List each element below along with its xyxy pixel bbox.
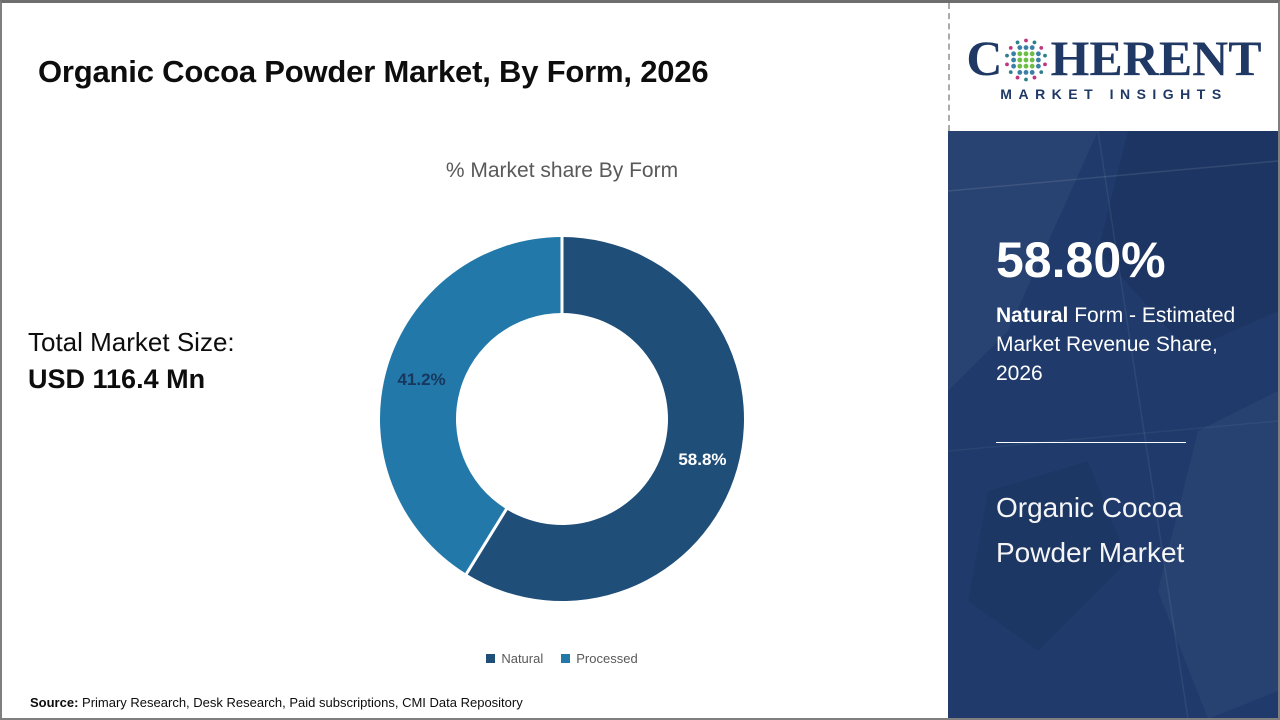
stat-description: Natural Form - Estimated Market Revenue … xyxy=(996,301,1248,388)
source-label: Source: xyxy=(30,695,79,710)
market-name: Organic Cocoa Powder Market xyxy=(996,485,1248,575)
sidebar-content: 58.80% Natural Form - Estimated Market R… xyxy=(948,131,1278,575)
market-name-line1: Organic Cocoa xyxy=(996,492,1183,523)
donut-label-processed: 41.2% xyxy=(397,370,445,389)
source-text: Primary Research, Desk Research, Paid su… xyxy=(78,695,523,710)
legend-swatch xyxy=(486,654,496,663)
legend-item-processed: Processed xyxy=(561,651,638,666)
stat-value: 58.80% xyxy=(996,232,1166,288)
globe-icon xyxy=(1005,38,1048,81)
stat-description-rest: Form - Estimated Market Revenue Share, 2… xyxy=(996,304,1236,385)
donut-label-natural: 58.8% xyxy=(678,450,726,469)
brand-word-rest: HERENT xyxy=(1050,29,1262,86)
sidebar-divider xyxy=(996,442,1186,443)
market-name-line2: Powder Market xyxy=(996,537,1185,568)
legend-item-natural: Natural xyxy=(486,651,543,666)
total-market-size-value: USD 116.4 Mn xyxy=(28,364,206,394)
page-title: Organic Cocoa Powder Market, By Form, 20… xyxy=(38,53,709,89)
brand-logo: C HERENT MARKET INSIGHTS xyxy=(948,3,1278,131)
total-market-size: Total Market Size: USD 116.4 Mn xyxy=(28,327,235,395)
total-market-size-label: Total Market Size: xyxy=(28,327,235,357)
brand-letter-c: C xyxy=(966,29,1003,86)
legend-swatch xyxy=(561,654,571,663)
chart-legend: Natural Processed xyxy=(322,651,802,666)
chart-title: % Market share By Form xyxy=(445,159,679,182)
brand-subtitle: MARKET INSIGHTS xyxy=(1000,85,1228,102)
brand-wordmark: C HERENT xyxy=(966,33,1261,83)
donut-slice-natural xyxy=(466,237,744,601)
legend-label: Processed xyxy=(576,651,638,666)
donut-chart: 58.8% 41.2% xyxy=(380,235,744,601)
right-column: C HERENT MARKET INSIGHTS xyxy=(948,3,1278,718)
source-note: Source: Primary Research, Desk Research,… xyxy=(30,695,523,710)
stat-description-segment: Natural xyxy=(996,304,1069,327)
slice-separator xyxy=(464,506,509,577)
legend-label: Natural xyxy=(501,651,544,666)
sidebar: 58.80% Natural Form - Estimated Market R… xyxy=(948,131,1278,718)
donut-slice-processed xyxy=(380,237,562,574)
